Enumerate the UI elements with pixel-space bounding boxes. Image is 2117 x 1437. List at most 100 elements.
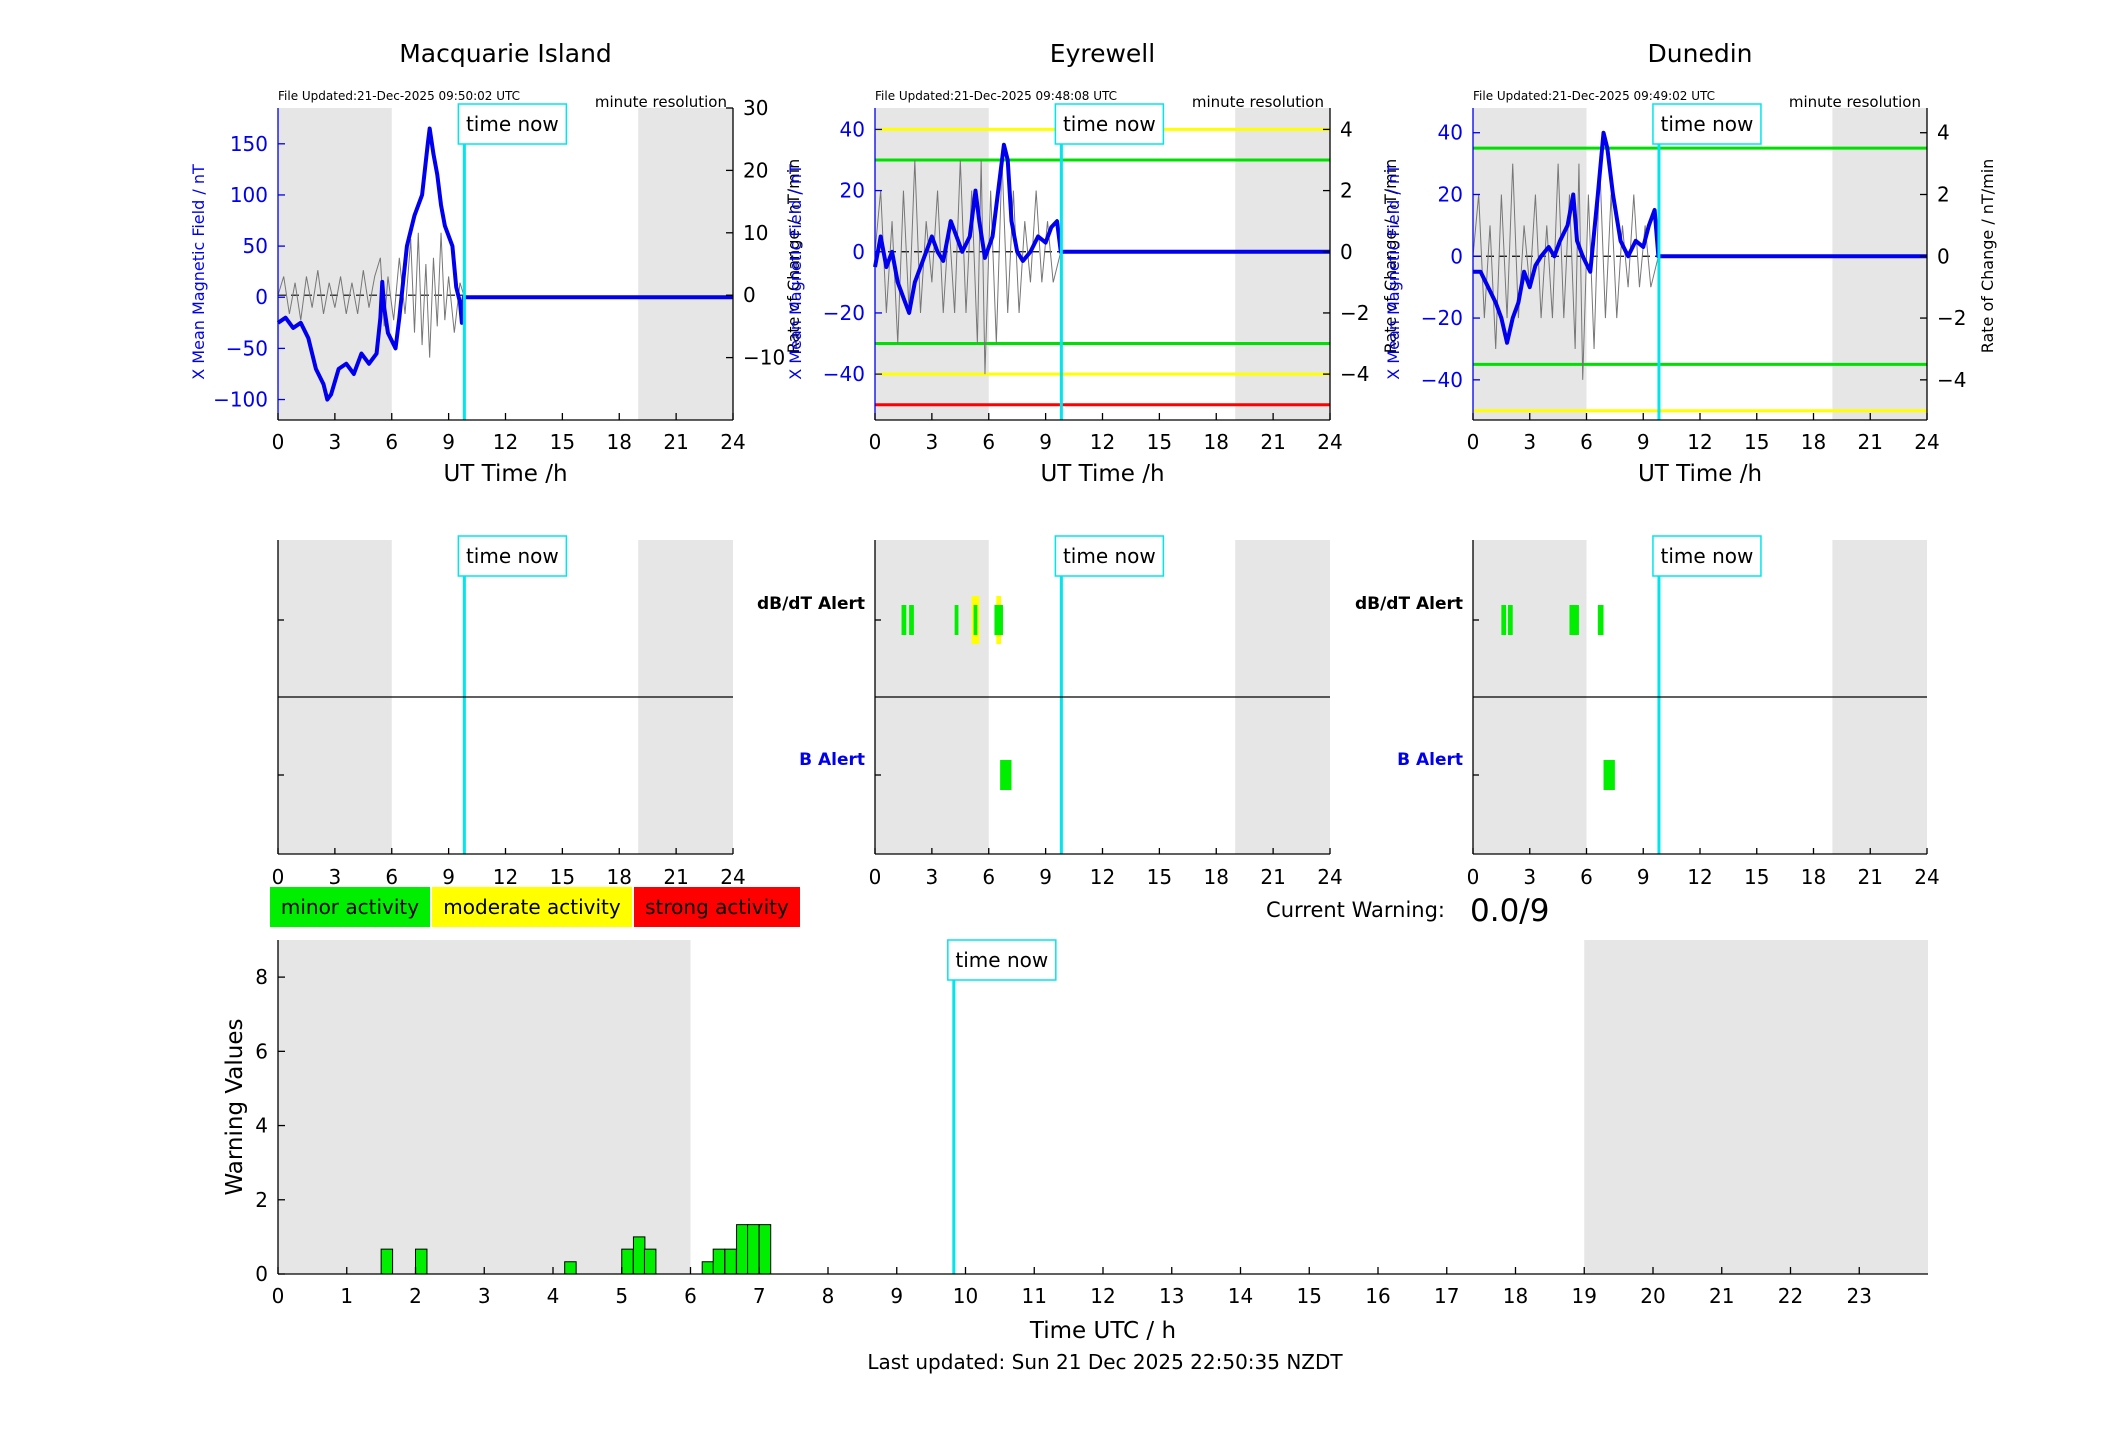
left-axis-label: X Mean Magnetic Field / nT [1384,164,1403,380]
time-now-label: time now [955,948,1048,972]
station-panel-1: Eyrewell File Updated:21-Dec-2025 09:48:0… [786,39,1400,487]
time-now-box [947,939,1057,981]
warning-bar [415,1248,428,1275]
x-tick-label: 6 [1580,865,1593,889]
night-shading [1832,108,1927,420]
time-now-box [1652,535,1762,577]
dbdt-alert-label: dB/dT Alert [1355,594,1463,614]
x-tick-label: 0 [869,865,882,889]
time-now-label: time now [1063,112,1156,136]
x-tick-label: 12 [1090,1284,1115,1308]
left-tick-label: −20 [1421,306,1463,330]
x-tick-label: 12 [1687,430,1712,454]
station-panel-2: Dunedin File Updated:21-Dec-2025 09:49:02… [1384,39,1997,487]
b-alert-label: B Alert [799,750,865,770]
right-axis-label: Rate of Change / nT/min [1978,159,1997,354]
x-tick-label: 18 [1204,430,1229,454]
resolution-text: minute resolution [595,93,727,111]
x-tick-label: 6 [385,865,398,889]
file-updated-text: File Updated:21-Dec-2025 09:49:02 UTC [1473,89,1715,103]
x-tick-label: 13 [1159,1284,1184,1308]
warning-bar [758,1224,772,1275]
x-tick-label: 10 [953,1284,978,1308]
x-tick-label: 0 [272,865,285,889]
x-tick-label: 18 [1503,1284,1528,1308]
x-tick-label: 15 [1147,865,1172,889]
left-tick-label: 40 [840,117,865,141]
dbdt-alert-bar [1507,605,1513,635]
legend-swatch [634,887,800,927]
x-tick-label: 0 [272,430,285,454]
x-tick-label: 19 [1572,1284,1597,1308]
station-panels: Macquarie Island File Updated:21-Dec-2025… [189,39,1997,487]
dbdt-alert-bar [1501,605,1507,635]
x-tick-label: 21 [1260,430,1285,454]
resolution-text: minute resolution [1789,93,1921,111]
y-tick-label: 8 [255,965,268,989]
x-tick-label: 11 [1022,1284,1047,1308]
x-tick-label: 18 [1801,865,1826,889]
left-tick-label: 40 [1438,121,1463,145]
night-shading [1584,940,1928,1274]
x-tick-label: 7 [753,1284,766,1308]
left-tick-label: 0 [852,240,865,264]
b-alert-bar [1000,760,1012,790]
y-tick-label: 6 [255,1039,268,1063]
right-tick-label: 2 [1340,179,1353,203]
legend-label: strong activity [645,895,789,919]
time-now-label: time now [466,112,559,136]
dbdt-alert-bar [901,605,907,635]
y-tick-label: 4 [255,1114,268,1138]
x-tick-label: 16 [1365,1284,1390,1308]
legend-swatch [270,887,430,927]
warning-bar [701,1261,715,1275]
right-tick-label: 2 [1937,182,1950,206]
x-tick-label: 6 [982,430,995,454]
left-tick-label: 20 [1438,182,1463,206]
right-tick-label: 30 [743,96,768,120]
x-tick-label: 18 [607,430,632,454]
x-tick-label: 21 [1709,1284,1734,1308]
x-tick-label: 0 [1467,430,1480,454]
right-tick-label: 0 [1937,244,1950,268]
x-tick-label: 15 [550,430,575,454]
x-tick-label: 3 [1523,430,1536,454]
left-tick-label: −40 [1421,368,1463,392]
x-tick-label: 24 [1914,430,1939,454]
left-axis-label: X Mean Magnetic Field / nT [786,164,805,380]
right-tick-label: −4 [1937,368,1966,392]
warning-bar [724,1248,737,1275]
last-updated-footer: Last updated: Sun 21 Dec 2025 22:50:35 N… [867,1350,1343,1374]
x-tick-label: 0 [1467,865,1480,889]
x-tick-label: 24 [720,865,745,889]
x-tick-label: 3 [926,430,939,454]
magnetic-field-series [873,142,1330,315]
x-tick-label: 3 [329,865,342,889]
current-warning: Current Warning: 0.0/9 [1266,893,1549,929]
y-tick-label: 2 [255,1188,268,1212]
left-tick-label: 0 [255,285,268,309]
right-tick-label: 10 [743,221,768,245]
night-shading [1473,108,1587,420]
time-now-box [1652,103,1762,145]
x-tick-label: 21 [663,430,688,454]
left-tick-label: 50 [243,234,268,258]
warning-bar [621,1248,634,1275]
right-tick-label: −2 [1937,306,1966,330]
x-tick-label: 12 [493,865,518,889]
x-tick-label: 9 [1637,865,1650,889]
station-title: Macquarie Island [399,39,612,68]
alert-panels: time now 0 3 6 9 12 15 18 21 24 time now dB/dT Aler… [272,535,1940,889]
x-tick-label: 9 [442,865,455,889]
left-tick-label: −40 [823,362,865,386]
warning-bar [736,1224,749,1275]
x-tick-label: 21 [1858,865,1883,889]
x-axis-label: Time UTC / h [1029,1318,1176,1344]
rate-of-change-series [874,159,1062,375]
time-now-label: time now [1661,112,1754,136]
x-axis-label: UT Time /h [1638,461,1762,487]
warning-bar [712,1248,726,1275]
time-now-box [1054,103,1165,145]
x-tick-label: 6 [684,1284,697,1308]
